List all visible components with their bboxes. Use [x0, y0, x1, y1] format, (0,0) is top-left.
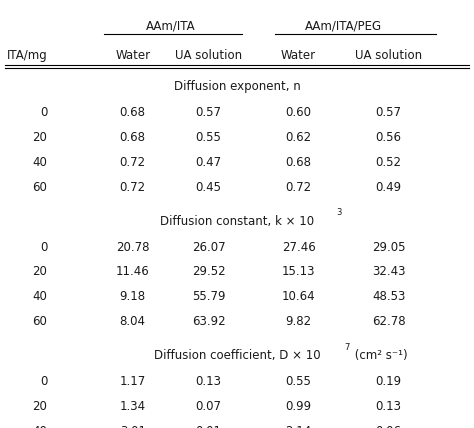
Text: 0.56: 0.56: [376, 131, 401, 144]
Text: 9.82: 9.82: [285, 315, 312, 328]
Text: (cm² s⁻¹): (cm² s⁻¹): [351, 349, 408, 362]
Text: Diffusion coefficient, D × 10: Diffusion coefficient, D × 10: [154, 349, 320, 362]
Text: Water: Water: [281, 49, 316, 62]
Text: 3: 3: [337, 208, 342, 217]
Text: 0.49: 0.49: [375, 181, 402, 193]
Text: 62.78: 62.78: [372, 315, 405, 328]
Text: 0.45: 0.45: [196, 181, 221, 193]
Text: 10.64: 10.64: [282, 290, 315, 303]
Text: 0.62: 0.62: [285, 131, 312, 144]
Text: 20: 20: [33, 131, 47, 144]
Text: 20: 20: [33, 400, 47, 413]
Text: UA solution: UA solution: [175, 49, 242, 62]
Text: 0: 0: [40, 375, 47, 388]
Text: 40: 40: [33, 290, 47, 303]
Text: 0.72: 0.72: [285, 181, 312, 193]
Text: AAm/ITA: AAm/ITA: [146, 19, 195, 32]
Text: 29.52: 29.52: [192, 265, 225, 278]
Text: 2.14: 2.14: [285, 425, 312, 428]
Text: UA solution: UA solution: [355, 49, 422, 62]
Text: 0.57: 0.57: [196, 106, 221, 119]
Text: Diffusion constant, k × 10: Diffusion constant, k × 10: [160, 215, 314, 228]
Text: 0.60: 0.60: [286, 106, 311, 119]
Text: 3.01: 3.01: [120, 425, 146, 428]
Text: 0.57: 0.57: [376, 106, 401, 119]
Text: 9.18: 9.18: [119, 290, 146, 303]
Text: 48.53: 48.53: [372, 290, 405, 303]
Text: 27.46: 27.46: [282, 241, 316, 253]
Text: 26.07: 26.07: [192, 241, 225, 253]
Text: 1.34: 1.34: [119, 400, 146, 413]
Text: 8.04: 8.04: [120, 315, 146, 328]
Text: Water: Water: [115, 49, 150, 62]
Text: 0.55: 0.55: [196, 131, 221, 144]
Text: 0.72: 0.72: [119, 156, 146, 169]
Text: 0.68: 0.68: [286, 156, 311, 169]
Text: 11.46: 11.46: [116, 265, 150, 278]
Text: 55.79: 55.79: [192, 290, 225, 303]
Text: 0.68: 0.68: [120, 106, 146, 119]
Text: 60: 60: [33, 181, 47, 193]
Text: 40: 40: [33, 156, 47, 169]
Text: 0.47: 0.47: [195, 156, 222, 169]
Text: 0.13: 0.13: [196, 375, 221, 388]
Text: 0.55: 0.55: [286, 375, 311, 388]
Text: 0.06: 0.06: [376, 425, 401, 428]
Text: 29.05: 29.05: [372, 241, 405, 253]
Text: 1.17: 1.17: [119, 375, 146, 388]
Text: 0.52: 0.52: [376, 156, 401, 169]
Text: 0.07: 0.07: [196, 400, 221, 413]
Text: 20.78: 20.78: [116, 241, 149, 253]
Text: 7: 7: [345, 343, 350, 352]
Text: 63.92: 63.92: [192, 315, 225, 328]
Text: 15.13: 15.13: [282, 265, 315, 278]
Text: 40: 40: [33, 425, 47, 428]
Text: ITA/mg: ITA/mg: [7, 49, 47, 62]
Text: 0.99: 0.99: [285, 400, 312, 413]
Text: 32.43: 32.43: [372, 265, 405, 278]
Text: 20: 20: [33, 265, 47, 278]
Text: 0.68: 0.68: [120, 131, 146, 144]
Text: 60: 60: [33, 315, 47, 328]
Text: 0: 0: [40, 106, 47, 119]
Text: 0.72: 0.72: [119, 181, 146, 193]
Text: 0.01: 0.01: [196, 425, 221, 428]
Text: AAm/ITA/PEG: AAm/ITA/PEG: [305, 19, 382, 32]
Text: Diffusion exponent, n: Diffusion exponent, n: [173, 80, 301, 93]
Text: 0.19: 0.19: [375, 375, 402, 388]
Text: 0: 0: [40, 241, 47, 253]
Text: 0.13: 0.13: [376, 400, 401, 413]
